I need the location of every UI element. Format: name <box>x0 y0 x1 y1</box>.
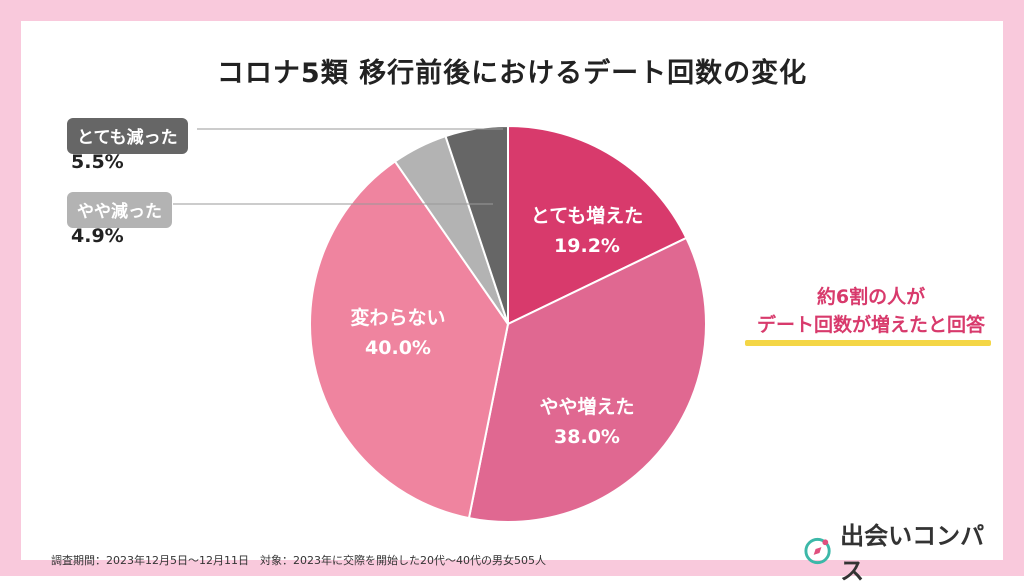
slice-label-value: 38.0% <box>554 426 620 448</box>
slice-label-name: やや増えた <box>539 396 635 418</box>
slice-label-name: とても増えた <box>530 205 644 227</box>
summary-note: 約6割の人が デート回数が増えたと回答 <box>721 283 1021 339</box>
callout-value-totemo-genta: 5.5% <box>71 151 124 173</box>
summary-note-line2: デート回数が増えたと回答 <box>756 314 985 336</box>
compass-icon <box>804 537 831 565</box>
slice-totemo-fueta <box>507 124 688 326</box>
slice-label-name: 変わらない <box>350 307 446 329</box>
callout-badge-totemo-genta: とても減った <box>67 118 188 154</box>
callout-value-yaya-genta: 4.9% <box>71 225 124 247</box>
chart-title: コロナ5類 移行前後におけるデート回数の変化 <box>216 58 808 89</box>
highlight-underline <box>745 340 991 346</box>
slice-label-yaya-fueta: やや増えた 38.0% <box>539 392 634 452</box>
slice-yaya-fueta <box>467 236 707 523</box>
slice-label-kawaranai: 変わらない 40.0% <box>350 303 445 363</box>
slice-label-totemo-fueta: とても増えた 19.2% <box>531 201 643 261</box>
callout-badge-yaya-genta: やや減った <box>67 192 172 228</box>
pie-chart <box>173 124 707 523</box>
slice-label-value: 19.2% <box>554 235 620 257</box>
survey-footnote: 調査期間：2023年12月5日〜12月11日 対象：2023年に交際を開始した2… <box>51 554 546 567</box>
slice-label-value: 40.0% <box>365 337 431 359</box>
brand-logo: 出会いコンパス <box>803 522 1003 585</box>
summary-note-line1: 約6割の人が <box>816 286 926 308</box>
